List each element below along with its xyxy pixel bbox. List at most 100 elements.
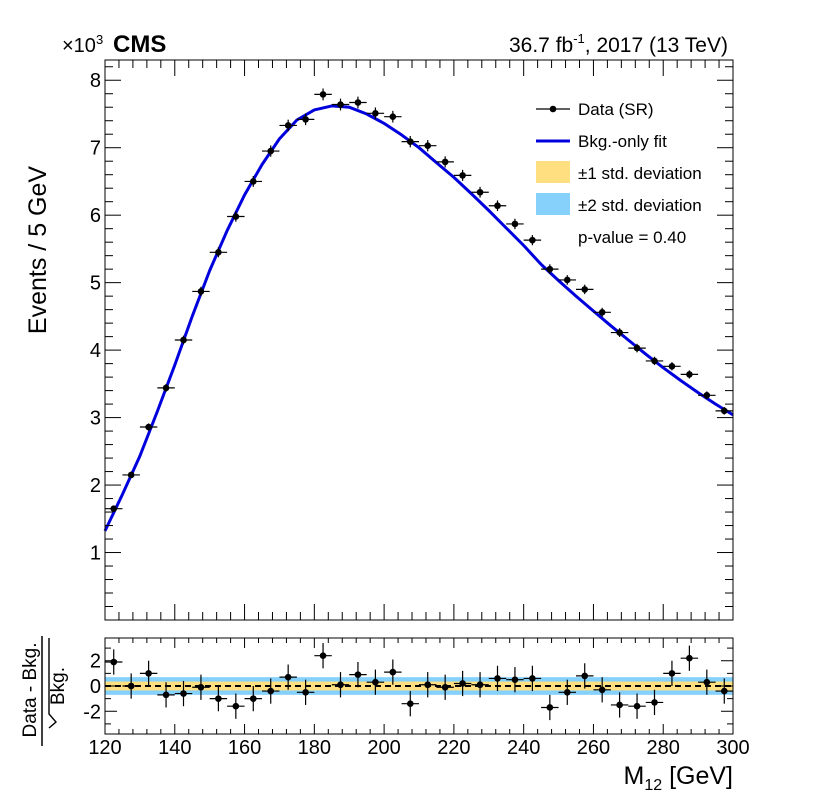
data-point [424,142,432,149]
ratio-point [110,658,118,666]
ratio-point [145,670,152,677]
y-tick-label: 4 [90,340,101,362]
ratio-point [441,683,449,691]
ratio-point [354,671,362,678]
x-tick-label: 260 [577,737,610,759]
data-point [720,407,728,415]
x-tick-label: 200 [367,737,400,759]
data-point [110,505,118,512]
sqrt-symbol [48,638,57,729]
data-point [354,99,362,106]
y-axis-title-main: Events / 5 GeV [24,166,52,334]
data-point [441,158,449,166]
data-point [249,178,257,185]
data-point [406,138,414,145]
ratio-plot-panel: 120 140 160 180 200 220 240 260 280 300 2 0 -2 [83,637,750,759]
main-plot-panel: 1 2 3 4 5 6 7 8 [90,59,734,621]
legend-band2-swatch [536,193,570,215]
main-frame [104,59,734,621]
x-tick-label: 140 [158,737,191,759]
ratio-point [337,681,344,689]
y-axis-title-ratio-numerator: Data - Bkg. [20,642,41,737]
ratio-point [372,678,379,686]
ratio-point [249,695,257,702]
ratio-y-tick-label: -2 [83,701,101,723]
ratio-point [633,702,641,710]
ratio-point [215,695,222,702]
data-point [372,110,379,117]
y-tick-label: 8 [90,70,101,92]
ratio-point [494,675,501,682]
x-tick-label: 180 [298,737,331,759]
data-point [511,220,519,228]
data-point [162,384,170,392]
data-point [180,336,187,344]
legend-data-label: Data (SR) [578,100,654,119]
ratio-point [180,690,187,697]
data-point [267,147,275,155]
data-point [197,288,205,295]
data-point [215,248,222,256]
ratio-point [232,702,240,710]
ratio-point [406,700,414,707]
data-point [598,309,606,316]
ratio-point [563,689,571,696]
data-point [633,344,641,352]
data-point [616,329,623,336]
x-tick-label: 120 [88,737,121,759]
y-axis-title-ratio-denominator: Bkg. [48,667,69,705]
experiment-label: CMS [113,31,166,58]
ratio-point [476,681,484,689]
x-tick-label: 280 [647,737,680,759]
ratio-point [651,699,658,706]
data-point [529,236,536,244]
ratio-point [581,672,589,680]
data-point [686,371,693,378]
data-point [319,91,327,98]
ratio-point [389,668,397,676]
legend-fit-label: Bkg.-only fit [578,132,667,151]
data-point [476,188,484,196]
ratio-point [529,675,536,682]
ratio-y-tick-label: 0 [90,676,101,698]
lumi-label: 36.7 fb-1, 2017 (13 TeV) [509,31,728,57]
data-point [668,363,676,370]
ratio-point [267,687,275,695]
data-point [651,357,658,365]
legend-band1-swatch [536,161,570,183]
data-point [581,286,589,293]
data-point [145,423,152,431]
legend-data-marker [549,105,557,113]
x-tick-label: 240 [507,737,540,759]
legend-band2-label: ±2 std. deviation [578,196,702,215]
data-point [284,122,292,129]
y-tick-label: 6 [90,205,101,227]
ratio-y-tick-label: 2 [90,651,101,673]
ratio-point [720,687,728,695]
data-point [494,202,501,210]
x-tick-label: 160 [228,737,261,759]
ratio-point [162,691,170,699]
ratio-point [302,689,309,696]
ratio-point [511,676,519,683]
ratio-point [686,654,693,662]
x-tick-label: 220 [437,737,470,759]
ratio-point [284,673,292,681]
y-tick-label: 3 [90,408,101,430]
ratio-point [459,680,466,687]
ratio-point [127,682,135,690]
data-point [703,392,711,399]
y-tick-label: 1 [90,543,101,565]
x-axis-title: M12 [GeV] [624,762,734,794]
data-point [459,172,466,179]
ratio-point [703,678,711,686]
legend-pvalue: p-value = 0.40 [578,228,686,247]
legend-band1-label: ±1 std. deviation [578,164,702,183]
y-tick-label: 5 [90,273,101,295]
data-point [302,116,309,123]
ratio-point [546,704,554,711]
ratio-point [319,652,327,659]
ratio-point [668,670,676,677]
data-point [546,265,554,273]
